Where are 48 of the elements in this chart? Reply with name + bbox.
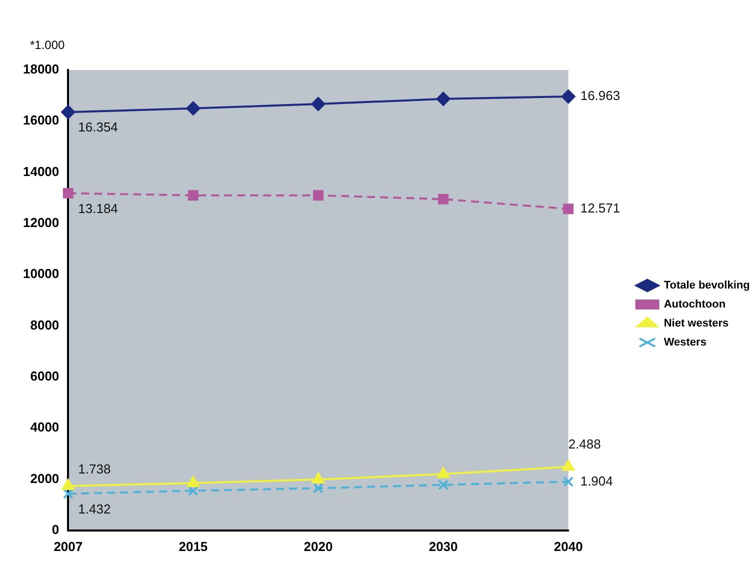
data-label: 1.904	[580, 473, 613, 488]
y-tick-label: 0	[52, 522, 60, 537]
data-label: 16.963	[580, 88, 620, 104]
x-tick-label: 2015	[178, 538, 208, 554]
x-tick-label: 2040	[554, 538, 583, 554]
point	[563, 476, 574, 487]
point	[313, 190, 324, 201]
point	[62, 478, 74, 490]
point	[188, 190, 198, 201]
x-tick-label: 2030	[428, 538, 458, 554]
point	[313, 482, 324, 494]
point	[62, 488, 74, 500]
point	[438, 480, 449, 490]
point	[436, 92, 450, 106]
point	[61, 105, 76, 120]
y-tick-label: 8000	[30, 317, 60, 332]
point	[311, 97, 326, 112]
y-tick-label: 2000	[30, 470, 60, 486]
legend-label: Niet westers	[664, 318, 729, 330]
point	[561, 90, 576, 104]
data-label: 13.184	[78, 200, 118, 216]
point	[312, 472, 324, 484]
data-label: 16.354	[78, 120, 118, 135]
data-label: 1.738	[78, 462, 111, 477]
y-tick-label: 12000	[22, 215, 60, 230]
legend-label: Totale bevolking	[664, 280, 750, 292]
y-tick-label: 4000	[30, 420, 60, 435]
text: *1.000	[30, 38, 65, 52]
point	[563, 204, 574, 214]
point	[188, 486, 198, 496]
y-tick-label: 14000	[22, 164, 60, 179]
y-tick-label: 16000	[22, 112, 60, 128]
point	[437, 467, 450, 478]
y-tick-label: 6000	[30, 368, 60, 384]
point	[438, 194, 449, 204]
x-tick-label: 2007	[54, 538, 83, 554]
data-label: 1.432	[78, 501, 111, 516]
x-tick-label: 2020	[304, 538, 333, 554]
y-tick-label: 18000	[22, 62, 60, 77]
point	[562, 460, 575, 471]
point	[187, 476, 200, 488]
data-label: 12.571	[580, 200, 620, 216]
point	[62, 188, 74, 198]
point	[186, 101, 200, 116]
legend-label: Westers	[664, 336, 706, 349]
data-label: 2.488	[568, 436, 601, 452]
y-tick-label: 10000	[22, 266, 60, 282]
legend-label: Autochtoon	[664, 298, 726, 311]
